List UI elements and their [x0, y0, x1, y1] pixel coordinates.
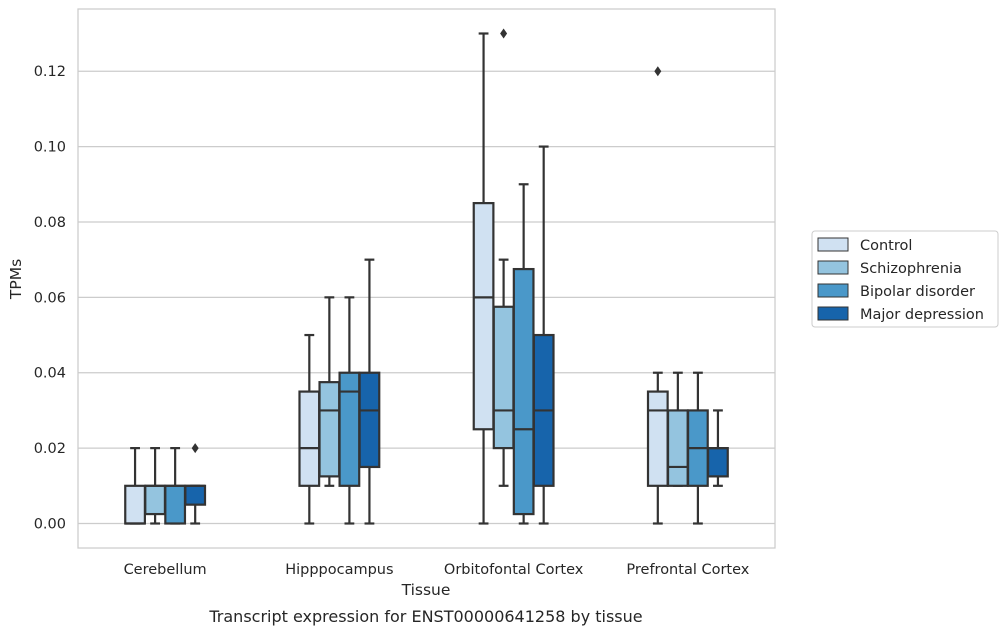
box-body [646, 390, 669, 487]
legend-swatch [817, 283, 849, 298]
box-0-0 [124, 447, 146, 525]
box-2-2 [512, 183, 535, 525]
y-tick-label: 0.10 [34, 140, 66, 156]
box-1-2 [338, 296, 361, 525]
y-tick-label: 0.00 [34, 517, 66, 533]
box-body [184, 484, 207, 506]
box-body [358, 371, 381, 469]
box-body [318, 381, 341, 478]
chart-caption: Transcript expression for ENST0000064125… [208, 607, 642, 626]
legend-label: Major depression [860, 307, 984, 323]
legend-swatch [817, 306, 849, 321]
x-tick-label: Hipppocampus [285, 562, 393, 578]
y-tick-label: 0.02 [34, 441, 66, 457]
x-axis-label: Tissue [401, 581, 451, 599]
box-3-3 [707, 409, 729, 487]
legend-label: Control [860, 238, 912, 254]
box-0-1 [144, 447, 167, 525]
box-body [666, 409, 689, 487]
outlier-marker [191, 443, 199, 454]
box-1-3 [358, 258, 381, 525]
x-tick-label: Orbitofontal Cortex [444, 562, 584, 578]
legend-swatch [817, 237, 849, 252]
box-body [164, 484, 187, 525]
box-body [298, 390, 321, 487]
legend-label: Bipolar disorder [860, 284, 975, 300]
outlier-marker [500, 28, 508, 39]
y-axis-label: TPMs [7, 259, 25, 300]
x-tick-label: Cerebellum [124, 562, 207, 578]
box-0-2 [164, 447, 187, 525]
x-tick-label: Prefrontal Cortex [626, 562, 749, 578]
box-body [124, 484, 146, 525]
plot-frame [77, 8, 776, 549]
box-3-2 [686, 371, 709, 525]
box-1-0 [298, 333, 321, 525]
box-1-1 [318, 296, 341, 487]
outlier-marker [654, 66, 662, 77]
box-2-0 [472, 32, 495, 525]
box-body [144, 484, 167, 516]
box-2-1 [492, 28, 515, 487]
legend: Control Schizophrenia Bipolar disorder Majo… [811, 230, 999, 328]
box-body [472, 202, 495, 431]
legend-swatch [817, 260, 849, 275]
y-tick-label: 0.12 [34, 64, 66, 80]
y-tick-label: 0.04 [34, 366, 66, 382]
box-body [707, 447, 729, 478]
legend-label: Schizophrenia [860, 261, 962, 277]
box-body [492, 305, 515, 450]
y-tick-labels: 0.00 0.02 0.04 0.06 0.08 0.10 0.12 [34, 64, 66, 532]
box-2-3 [532, 145, 555, 525]
box-3-0 [646, 66, 669, 525]
box-body [338, 371, 361, 487]
x-tick-labels: Cerebellum Hipppocampus Orbitofontal Corte… [124, 562, 750, 578]
y-tick-label: 0.08 [34, 215, 66, 231]
box-body [512, 267, 535, 516]
box-3-1 [666, 371, 689, 487]
legend-frame [811, 230, 999, 328]
box-0-3 [184, 443, 207, 525]
y-tick-label: 0.06 [34, 290, 66, 306]
boxes [124, 28, 729, 525]
